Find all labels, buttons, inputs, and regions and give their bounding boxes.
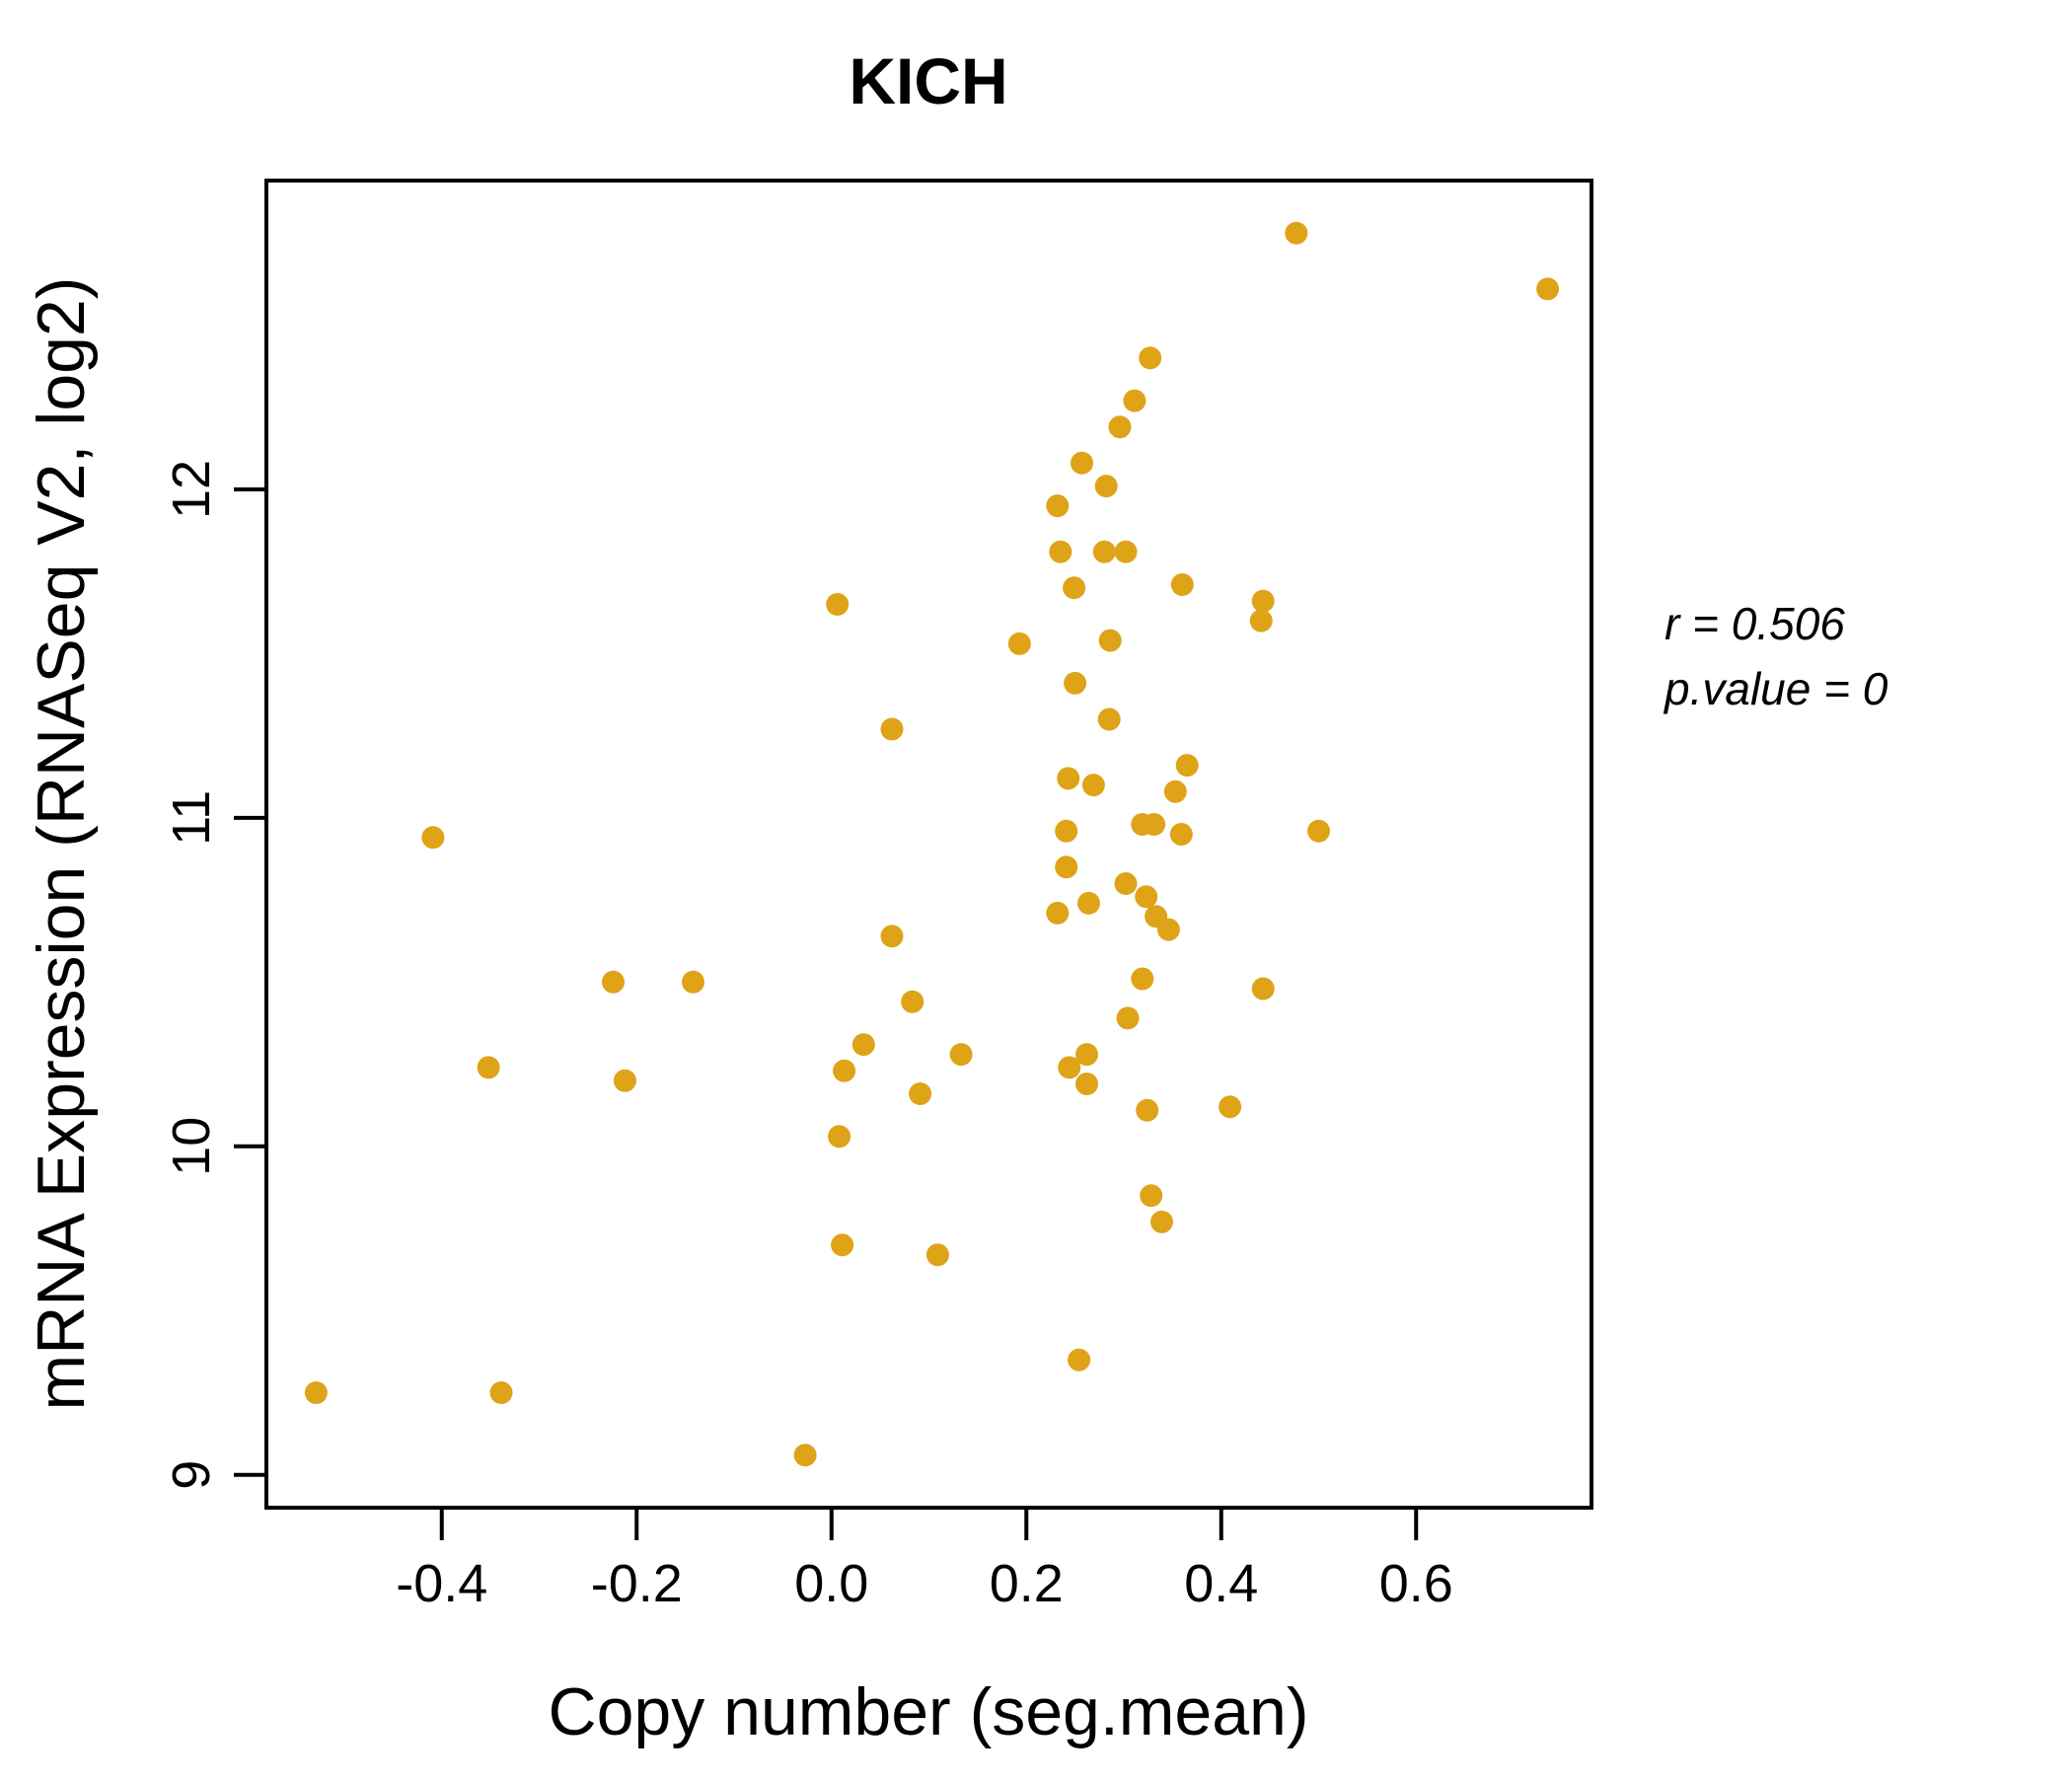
data-point <box>1139 346 1162 370</box>
data-point <box>1136 1098 1159 1122</box>
data-point <box>1058 1056 1081 1079</box>
data-point <box>1081 774 1105 797</box>
annotation-r-value: r = 0.506 <box>1665 598 1845 649</box>
data-point <box>831 1233 854 1257</box>
data-point <box>826 593 850 616</box>
data-point <box>489 1381 513 1404</box>
data-point <box>477 1056 500 1079</box>
data-point <box>1092 540 1116 563</box>
data-point <box>1077 891 1100 915</box>
data-point <box>1170 573 1194 596</box>
data-point <box>1116 1006 1140 1030</box>
data-point <box>828 1125 851 1149</box>
x-tick-label: 0.0 <box>794 1554 868 1613</box>
data-point <box>1075 1043 1098 1067</box>
data-point <box>1536 277 1560 301</box>
data-point <box>421 826 445 850</box>
data-point <box>1175 754 1199 778</box>
data-point <box>1094 475 1118 498</box>
data-point <box>1007 631 1031 655</box>
data-point <box>1098 629 1122 652</box>
data-point <box>1285 221 1308 245</box>
data-point <box>909 1082 932 1105</box>
data-point <box>1055 855 1078 879</box>
x-axis-label: Copy number (seg.mean) <box>548 1674 1308 1749</box>
data-point <box>833 1059 856 1082</box>
data-point <box>1046 901 1070 925</box>
y-tick-label: 10 <box>162 1117 221 1176</box>
data-point <box>1075 1073 1098 1095</box>
data-point <box>1131 967 1154 991</box>
y-axis-label: mRNA Expression (RNASeq V2, log2) <box>24 277 99 1411</box>
data-point <box>602 970 625 994</box>
x-tick-label: 0.2 <box>990 1554 1064 1613</box>
annotation-p-value: p.value = 0 <box>1663 663 1888 714</box>
data-point <box>1251 589 1275 613</box>
y-tick-label: 11 <box>162 790 221 846</box>
data-point <box>1163 779 1187 803</box>
data-point <box>1057 767 1080 790</box>
x-tick-label: -0.2 <box>591 1554 683 1613</box>
data-point <box>1156 918 1180 941</box>
data-point <box>1219 1095 1242 1119</box>
y-tick-label: 9 <box>162 1460 221 1490</box>
x-tick-label: -0.4 <box>396 1554 487 1613</box>
data-point <box>1046 494 1070 518</box>
data-points-layer <box>304 221 1560 1467</box>
data-point <box>1140 1184 1163 1208</box>
data-point <box>1114 540 1138 563</box>
data-point <box>1123 389 1147 412</box>
data-point <box>793 1444 817 1467</box>
data-point <box>851 1033 875 1057</box>
data-point <box>613 1069 636 1092</box>
plot-title: KICH <box>849 44 1007 117</box>
data-point <box>1307 819 1330 843</box>
data-point <box>1108 415 1132 439</box>
data-point <box>1169 823 1193 846</box>
data-point <box>949 1043 973 1067</box>
data-point <box>1064 671 1087 695</box>
y-axis-ticks: 9 10 11 12 <box>162 460 266 1490</box>
x-axis-ticks: -0.4 -0.2 0.0 0.2 0.4 0.6 <box>396 1508 1453 1613</box>
data-point <box>1068 1348 1091 1372</box>
data-point <box>925 1243 949 1267</box>
data-point <box>1143 813 1166 836</box>
data-point <box>304 1381 328 1404</box>
data-point <box>682 970 704 994</box>
data-point <box>1049 540 1073 563</box>
data-point <box>1097 707 1121 731</box>
data-point <box>880 717 904 741</box>
data-point <box>1071 451 1093 475</box>
x-tick-label: 0.6 <box>1379 1554 1453 1613</box>
data-point <box>1055 819 1078 843</box>
data-point <box>1063 576 1086 600</box>
data-point <box>901 990 925 1013</box>
data-point <box>1114 872 1138 895</box>
data-point <box>1150 1210 1173 1233</box>
y-tick-label: 12 <box>162 460 221 519</box>
x-tick-label: 0.4 <box>1184 1554 1258 1613</box>
data-point <box>1251 977 1275 1001</box>
plot-area-border <box>264 179 1593 1510</box>
data-point <box>1249 609 1273 632</box>
data-point <box>1135 885 1158 909</box>
data-point <box>880 925 904 948</box>
